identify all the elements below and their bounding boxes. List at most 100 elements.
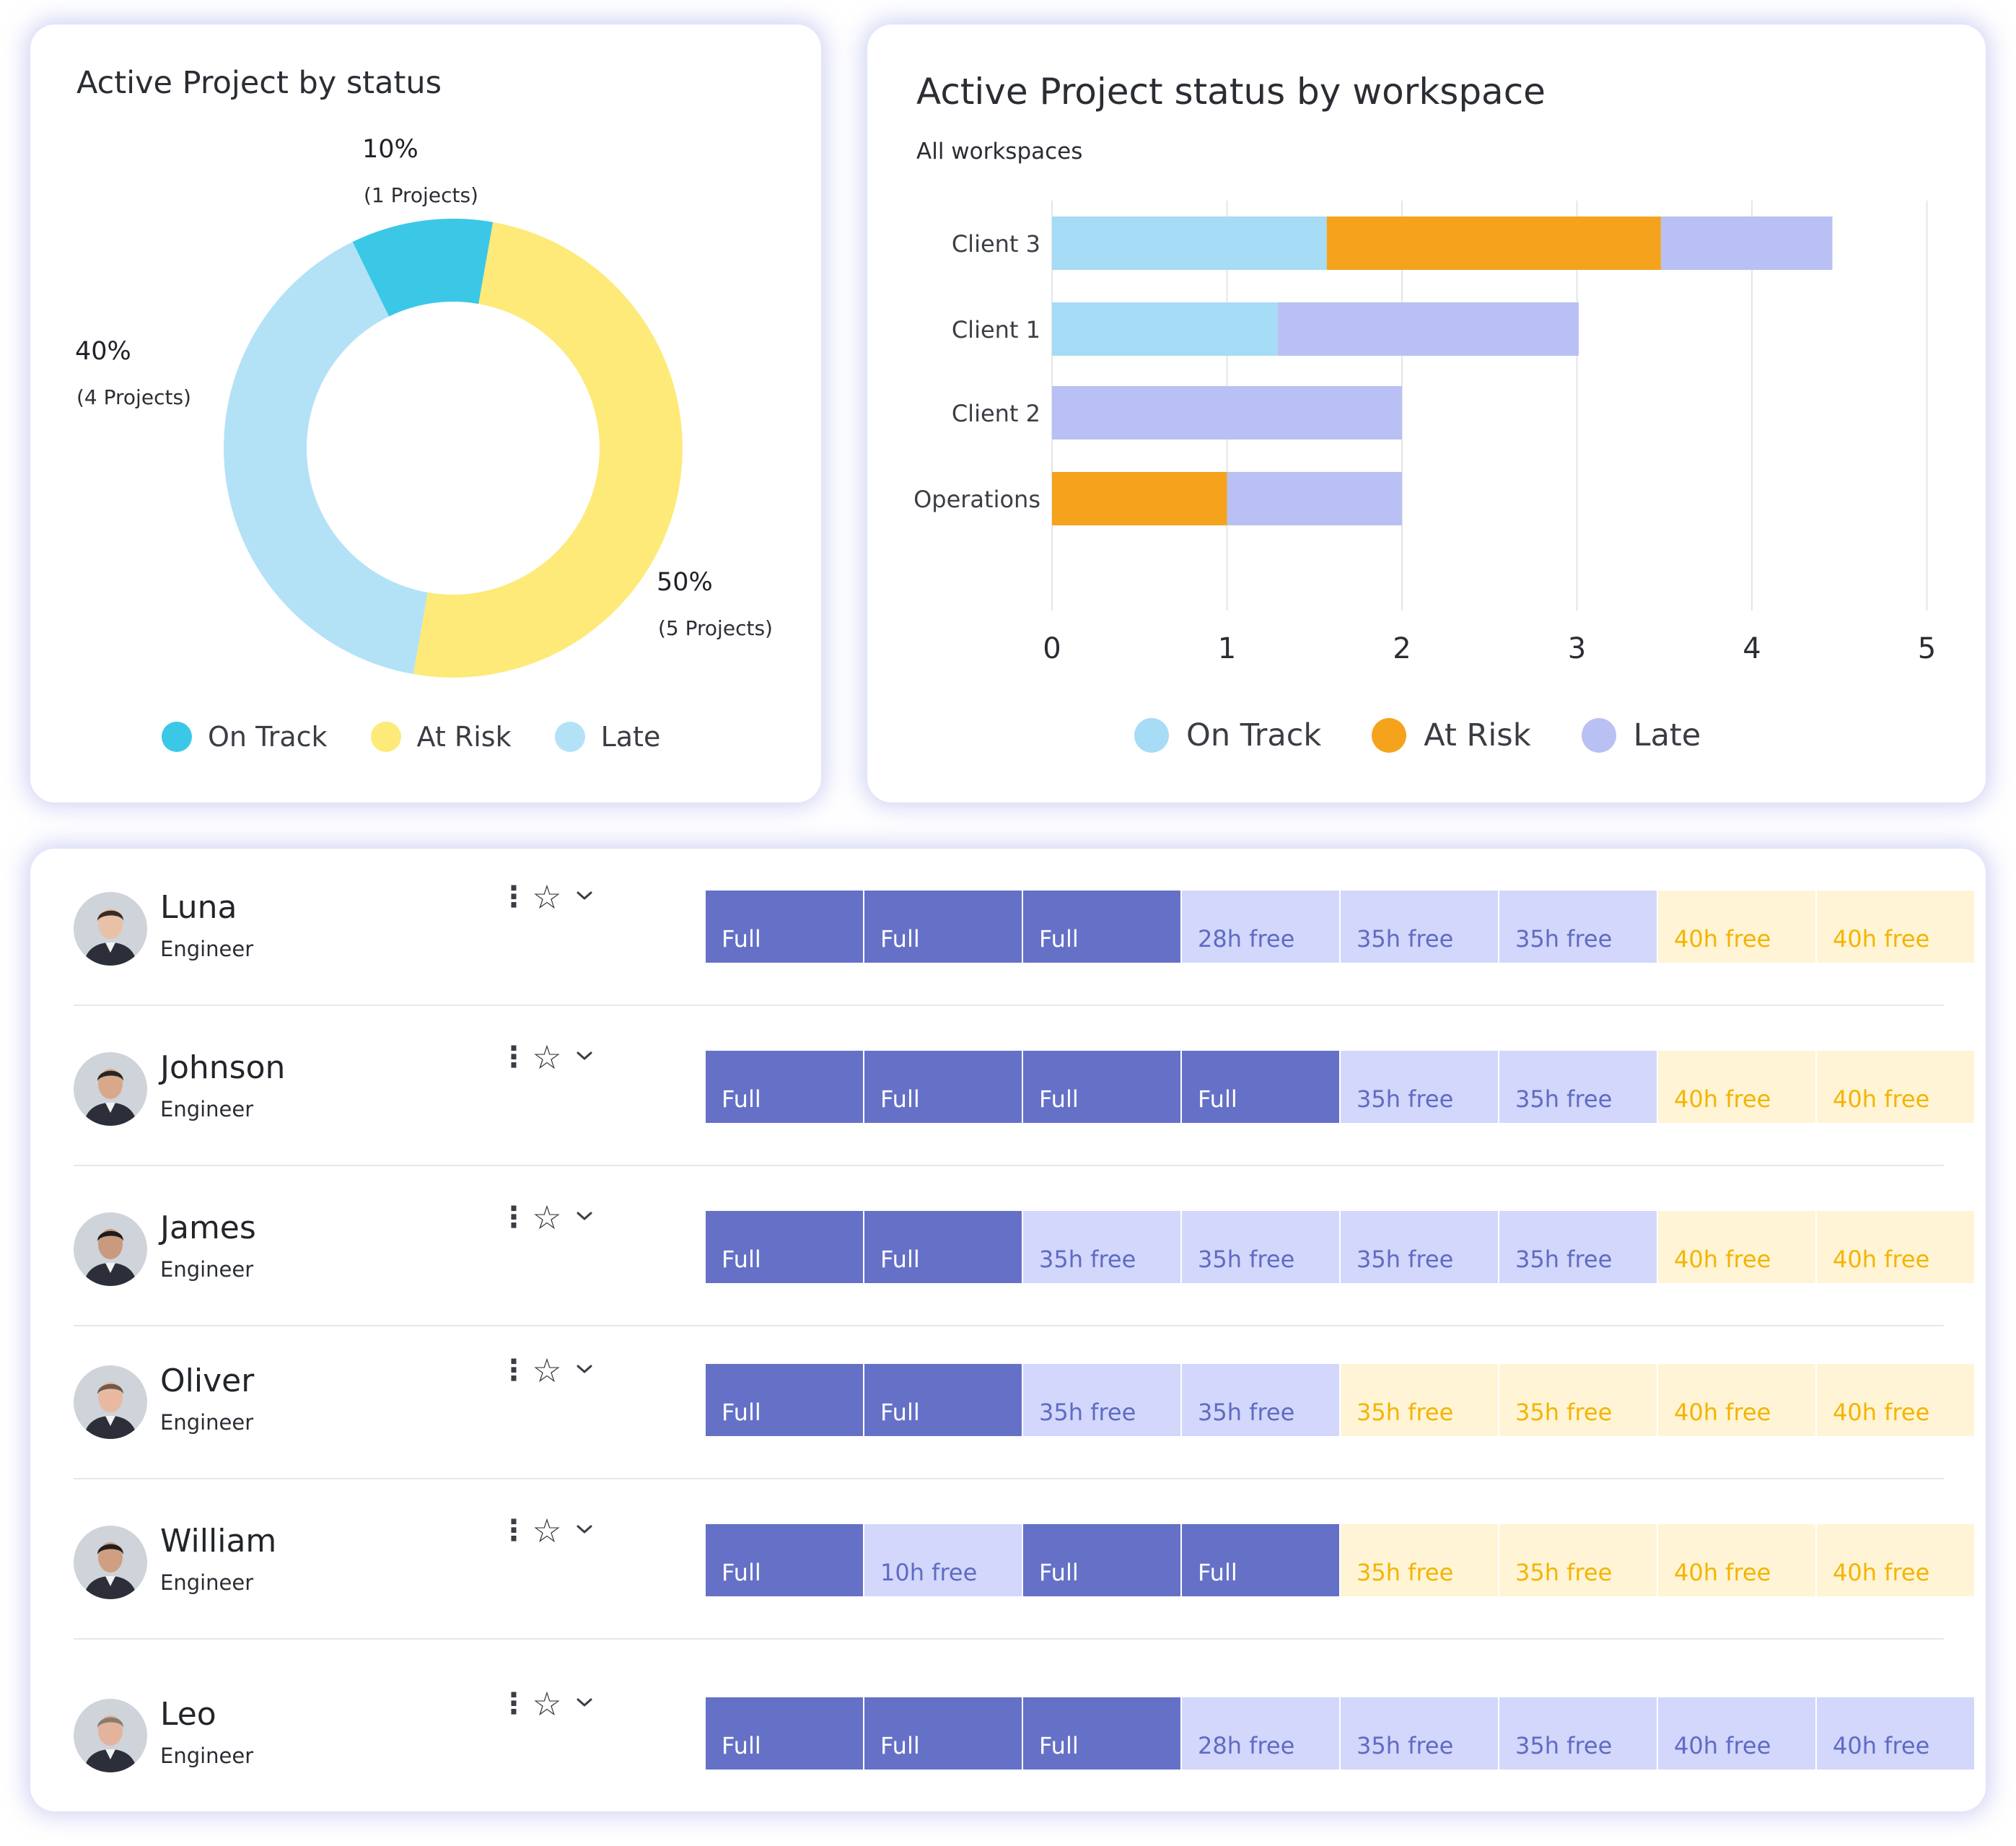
capacity-cell[interactable]: 35h free xyxy=(1182,1211,1339,1283)
capacity-cell[interactable]: 40h free xyxy=(1658,1524,1815,1596)
capacity-cell[interactable]: Full xyxy=(706,1211,863,1283)
legend-late[interactable]: Late xyxy=(554,721,660,753)
legend-at-risk[interactable]: At Risk xyxy=(370,721,512,753)
capacity-cell[interactable]: 35h free xyxy=(1341,1697,1498,1770)
avatar[interactable] xyxy=(74,1699,147,1772)
kebab-icon[interactable]: ⋮ xyxy=(499,1354,528,1387)
capacity-cell[interactable]: Full xyxy=(1023,1697,1180,1770)
bar-segment-late[interactable] xyxy=(1227,472,1403,525)
legend-at-risk[interactable]: At Risk xyxy=(1372,717,1531,753)
kebab-icon[interactable]: ⋮ xyxy=(499,1687,528,1720)
chevron-down-icon[interactable] xyxy=(569,1363,600,1378)
kebab-icon[interactable]: ⋮ xyxy=(499,1201,528,1234)
team-member-row[interactable]: James Engineer ⋮ ☆ Full Full 35h free 35h free 3… xyxy=(74,1185,1974,1345)
capacity-cell[interactable]: Full xyxy=(706,891,863,963)
team-member-row[interactable]: Leo Engineer ⋮ ☆ Full Full Full 28h free 35h fre… xyxy=(74,1671,1974,1832)
capacity-cell[interactable]: 40h free xyxy=(1817,1697,1974,1770)
bar-segment-at-risk[interactable] xyxy=(1052,472,1227,525)
legend-on-track[interactable]: On Track xyxy=(1134,717,1321,753)
bar-segment-late[interactable] xyxy=(1052,386,1402,439)
chevron-down-icon[interactable] xyxy=(569,890,600,904)
capacity-cell[interactable]: 40h free xyxy=(1658,1697,1815,1770)
capacity-cell[interactable]: Full xyxy=(706,1051,863,1123)
capacity-cell[interactable]: Full xyxy=(864,891,1022,963)
capacity-cell[interactable]: Full xyxy=(864,1697,1022,1770)
star-icon[interactable]: ☆ xyxy=(532,1511,562,1550)
capacity-cell[interactable]: 28h free xyxy=(1182,891,1339,963)
capacity-cell[interactable]: 40h free xyxy=(1817,891,1974,963)
capacity-cell[interactable]: Full xyxy=(1023,891,1180,963)
star-icon[interactable]: ☆ xyxy=(532,1038,562,1077)
bar-segment-late[interactable] xyxy=(1277,302,1579,356)
capacity-cell[interactable]: 35h free xyxy=(1499,1364,1657,1436)
avatar[interactable] xyxy=(74,892,147,966)
donut-slice-on-track[interactable] xyxy=(352,219,494,317)
capacity-cell[interactable]: 40h free xyxy=(1817,1364,1974,1436)
star-icon[interactable]: ☆ xyxy=(532,1684,562,1723)
donut-slice-at-risk[interactable] xyxy=(413,222,683,678)
avatar[interactable] xyxy=(74,1052,147,1126)
capacity-cell[interactable]: 40h free xyxy=(1658,1051,1815,1123)
capacity-cell[interactable]: Full xyxy=(864,1211,1022,1283)
kebab-icon[interactable]: ⋮ xyxy=(499,880,528,914)
donut-count-label-at-risk: (5 Projects) xyxy=(658,616,773,640)
avatar[interactable] xyxy=(74,1365,147,1439)
capacity-cell[interactable]: 40h free xyxy=(1817,1524,1974,1596)
capacity-cell[interactable]: 40h free xyxy=(1817,1211,1974,1283)
team-member-row[interactable]: Johnson Engineer ⋮ ☆ Full Full Full Full 35h fre… xyxy=(74,1025,1974,1185)
workspace-filter[interactable]: All workspaces xyxy=(916,139,1083,165)
capacity-cell[interactable]: Full xyxy=(706,1364,863,1436)
capacity-cell[interactable]: 35h free xyxy=(1341,1364,1498,1436)
capacity-cell[interactable]: 40h free xyxy=(1658,891,1815,963)
bar-segment-late[interactable] xyxy=(1660,216,1833,270)
capacity-cell[interactable]: Full xyxy=(1182,1524,1339,1596)
capacity-cell[interactable]: 35h free xyxy=(1341,1211,1498,1283)
capacity-cell[interactable]: Full xyxy=(1023,1524,1180,1596)
capacity-cell[interactable]: 35h free xyxy=(1341,1051,1498,1123)
donut-slice-late[interactable] xyxy=(223,242,428,675)
capacity-cell[interactable]: 40h free xyxy=(1817,1051,1974,1123)
capacity-cell[interactable]: 35h free xyxy=(1499,891,1657,963)
chevron-down-icon[interactable] xyxy=(569,1523,600,1538)
legend-late[interactable]: Late xyxy=(1581,717,1701,753)
y-category-label: Operations xyxy=(913,486,1040,513)
capacity-cell[interactable]: 35h free xyxy=(1499,1524,1657,1596)
star-icon[interactable]: ☆ xyxy=(532,1351,562,1390)
star-icon[interactable]: ☆ xyxy=(532,878,562,917)
capacity-cell[interactable]: 40h free xyxy=(1658,1211,1815,1283)
legend-dot-at-risk xyxy=(1372,718,1407,753)
bar-segment-at-risk[interactable] xyxy=(1326,216,1661,270)
capacity-cell[interactable]: Full xyxy=(706,1697,863,1770)
kebab-icon[interactable]: ⋮ xyxy=(499,1041,528,1074)
capacity-cell[interactable]: 35h free xyxy=(1182,1364,1339,1436)
capacity-cell[interactable]: 28h free xyxy=(1182,1697,1339,1770)
capacity-cell[interactable]: Full xyxy=(1182,1051,1339,1123)
team-member-row[interactable]: William Engineer ⋮ ☆ Full 10h free Full Full 35h… xyxy=(74,1498,1974,1658)
bar-segment-on-track[interactable] xyxy=(1052,302,1278,356)
chevron-down-icon[interactable] xyxy=(569,1210,600,1225)
bar-segment-on-track[interactable] xyxy=(1052,216,1327,270)
capacity-cell[interactable]: 35h free xyxy=(1499,1051,1657,1123)
capacity-cell[interactable]: Full xyxy=(864,1364,1022,1436)
star-icon[interactable]: ☆ xyxy=(532,1198,562,1237)
capacity-cell[interactable]: 35h free xyxy=(1499,1211,1657,1283)
capacity-cell[interactable]: 35h free xyxy=(1341,1524,1498,1596)
capacity-cell[interactable]: Full xyxy=(864,1051,1022,1123)
capacity-cell[interactable]: 35h free xyxy=(1023,1364,1180,1436)
row-divider xyxy=(74,1638,1944,1640)
legend-on-track[interactable]: On Track xyxy=(162,721,328,753)
capacity-cell[interactable]: 40h free xyxy=(1658,1364,1815,1436)
capacity-cell[interactable]: Full xyxy=(1023,1051,1180,1123)
avatar[interactable] xyxy=(74,1526,147,1599)
team-member-row[interactable]: Luna Engineer ⋮ ☆ Full Full Full 28h free 35h fr… xyxy=(74,865,1974,1025)
capacity-cell[interactable]: 35h free xyxy=(1023,1211,1180,1283)
capacity-cell[interactable]: 35h free xyxy=(1499,1697,1657,1770)
chevron-down-icon[interactable] xyxy=(569,1050,600,1064)
chevron-down-icon[interactable] xyxy=(569,1697,600,1711)
capacity-cell[interactable]: Full xyxy=(706,1524,863,1596)
kebab-icon[interactable]: ⋮ xyxy=(499,1514,528,1547)
capacity-cell[interactable]: 35h free xyxy=(1341,891,1498,963)
capacity-cell[interactable]: 10h free xyxy=(864,1524,1022,1596)
avatar[interactable] xyxy=(74,1212,147,1286)
team-member-row[interactable]: Oliver Engineer ⋮ ☆ Full Full 35h free 35h free… xyxy=(74,1338,1974,1498)
